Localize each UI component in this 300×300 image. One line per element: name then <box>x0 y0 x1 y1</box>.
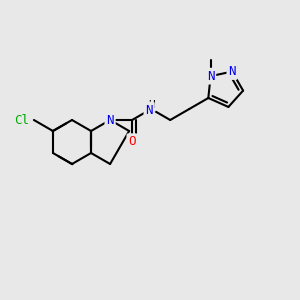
Text: H: H <box>148 100 154 110</box>
Text: Cl: Cl <box>14 113 29 127</box>
Text: N: N <box>106 113 114 127</box>
Text: O: O <box>128 135 136 148</box>
Text: N: N <box>207 70 214 83</box>
Text: N: N <box>228 65 236 78</box>
Text: N: N <box>146 103 153 116</box>
